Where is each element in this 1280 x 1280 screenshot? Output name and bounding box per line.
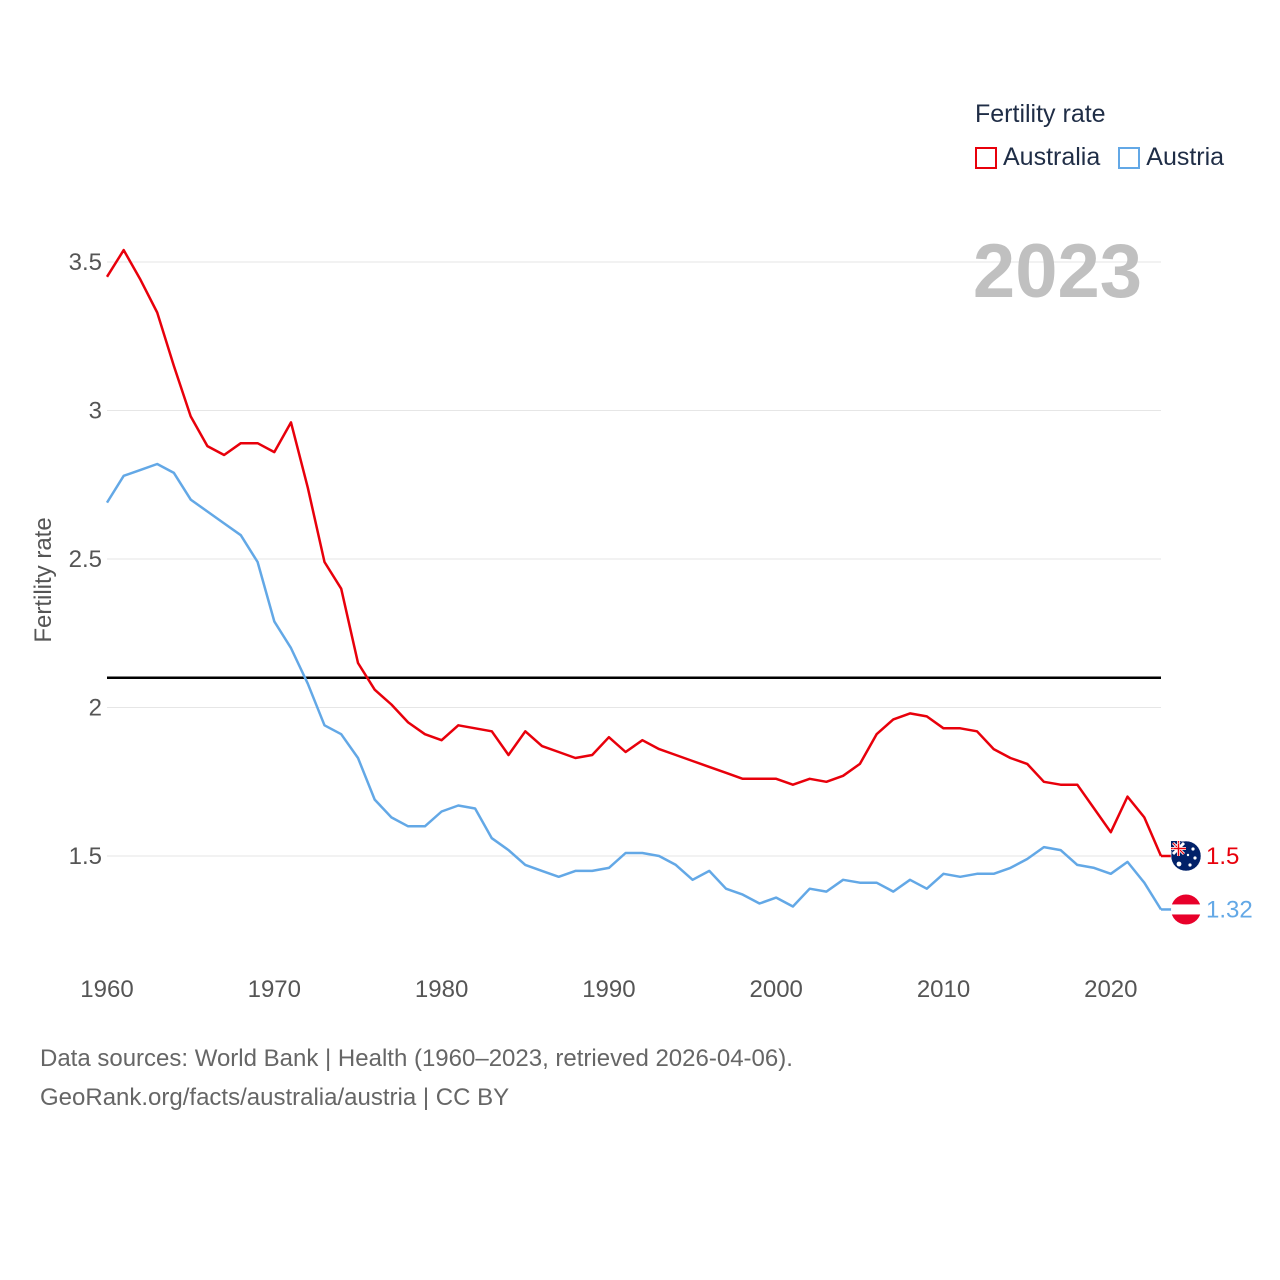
year-label: 2023 <box>972 229 1142 314</box>
series-end-label-austria: 1.32 <box>1206 896 1253 923</box>
legend: Australia Austria <box>975 143 1242 172</box>
x-tick-label: 1980 <box>415 976 468 1003</box>
y-axis-title: Fertility rate <box>30 517 57 642</box>
y-tick-label: 3.5 <box>69 249 102 276</box>
flag-stripe-middle <box>1171 904 1201 915</box>
x-tick-label: 2020 <box>1084 976 1137 1003</box>
flag-star <box>1186 853 1190 857</box>
footer-link[interactable]: GeoRank.org/facts/australia/austria | CC… <box>40 1084 510 1111</box>
flag-body <box>1171 894 1201 925</box>
legend-label-austria: Austria <box>1146 143 1225 171</box>
series-line-austria <box>105 462 1163 911</box>
flag-stripe-top <box>1171 894 1201 905</box>
australia-flag-icon <box>1170 840 1202 872</box>
series-line-australia <box>105 248 1163 857</box>
x-axis-ticks: 1960 1970 1980 1990 2000 2010 2020 <box>80 976 1137 1003</box>
legend-swatch-austria <box>1118 146 1141 169</box>
flag-star <box>1191 847 1195 851</box>
legend-item-australia[interactable]: Australia <box>975 143 1100 172</box>
x-tick-label: 2000 <box>750 976 803 1003</box>
x-tick-label: 2010 <box>917 976 970 1003</box>
series-end-markers: 1.5 1.32 <box>1161 840 1253 925</box>
x-tick-label: 1960 <box>80 976 133 1003</box>
y-axis-ticks: 1.5 2 2.5 3 3.5 <box>69 249 102 870</box>
legend-label-australia: Australia <box>1003 143 1101 171</box>
y-tick-label: 2.5 <box>69 546 102 573</box>
legend-swatch-australia <box>975 146 997 169</box>
y-tick-label: 1.5 <box>69 843 102 870</box>
x-tick-label: 1990 <box>582 976 635 1003</box>
flag-star <box>1188 863 1192 867</box>
x-tick-label: 1970 <box>248 976 301 1003</box>
footer-sources: Data sources: World Bank | Health (1960–… <box>40 1045 793 1072</box>
y-tick-label: 2 <box>89 695 102 722</box>
legend-title: Fertility rate <box>975 100 1106 128</box>
series-end-label-australia: 1.5 <box>1206 843 1239 870</box>
y-tick-label: 3 <box>89 398 102 425</box>
grid-lines <box>107 261 1161 857</box>
flag-border <box>1170 840 1202 872</box>
series-lines <box>105 248 1163 911</box>
austria-flag-icon <box>1171 894 1201 925</box>
flag-star <box>1176 861 1182 867</box>
flag-stripe-bottom <box>1171 914 1201 925</box>
legend-item-austria[interactable]: Austria <box>1118 143 1224 172</box>
flag-star <box>1193 856 1197 860</box>
